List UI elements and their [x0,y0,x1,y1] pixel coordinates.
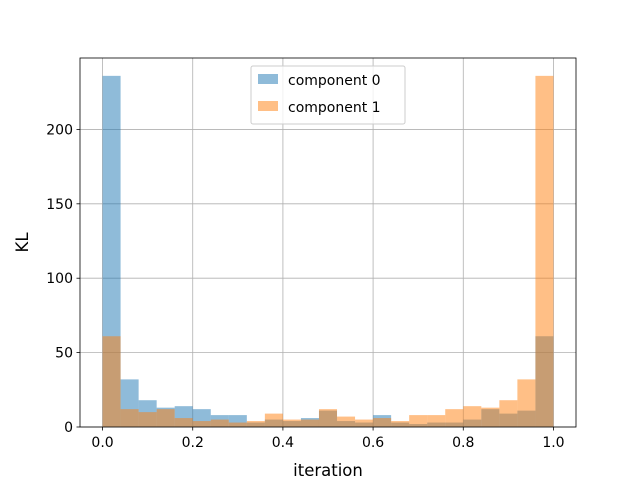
bar-component-1 [427,415,446,427]
legend-box [250,65,406,125]
x-axis-title: iteration [293,461,363,480]
bar-component-1 [318,409,338,427]
x-tick-label: 1.0 [542,435,564,451]
bar-component-1 [409,415,428,427]
bar-component-1 [264,413,283,427]
x-tick-label: 0.4 [272,435,294,451]
bar-component-1 [156,409,175,427]
bar-component-1 [391,421,410,427]
bar-component-1 [337,416,356,427]
bar-component-1 [120,409,139,427]
plot-frame [79,57,577,428]
bar-component-1 [210,419,229,427]
histogram-bars [102,75,554,428]
bar-component-1 [138,412,157,427]
y-tick-label: 200 [46,122,73,138]
y-tick-label: 0 [64,420,73,436]
bar-component-1 [282,419,301,427]
y-tick-label: 150 [46,197,73,213]
y-axis-ticks: 0 50 100 150 200 [46,122,80,436]
bar-component-1 [228,422,247,427]
legend-swatch-component-1 [258,101,278,111]
x-tick-label: 0.2 [182,435,204,451]
bar-component-1 [355,419,374,427]
y-tick-label: 50 [55,346,73,362]
bar-component-1 [174,418,193,427]
legend-label-component-0: component 0 [288,73,381,89]
bar-component-1 [102,336,121,427]
bar-component-1 [373,418,392,427]
bar-component-1 [481,407,500,427]
bar-component-1 [300,419,319,427]
legend-label-component-1: component 1 [288,100,381,116]
y-axis-title: KL [13,232,32,253]
x-tick-label: 0.6 [362,435,384,451]
bar-component-1 [499,400,518,427]
bar-component-1 [535,75,554,428]
x-axis-ticks: 0.0 0.2 0.4 0.6 0.8 1.0 [91,427,565,451]
bar-component-1 [463,406,482,427]
bar-component-1 [517,379,536,427]
legend: component 0 component 1 [250,65,406,125]
x-tick-label: 0.0 [91,435,113,451]
bar-component-1 [445,409,464,427]
legend-swatch-component-0 [258,74,278,84]
bar-component-1 [192,421,211,427]
x-tick-label: 0.8 [452,435,474,451]
y-tick-label: 100 [46,271,73,287]
bar-component-0 [228,415,247,427]
bar-component-1 [246,421,265,427]
